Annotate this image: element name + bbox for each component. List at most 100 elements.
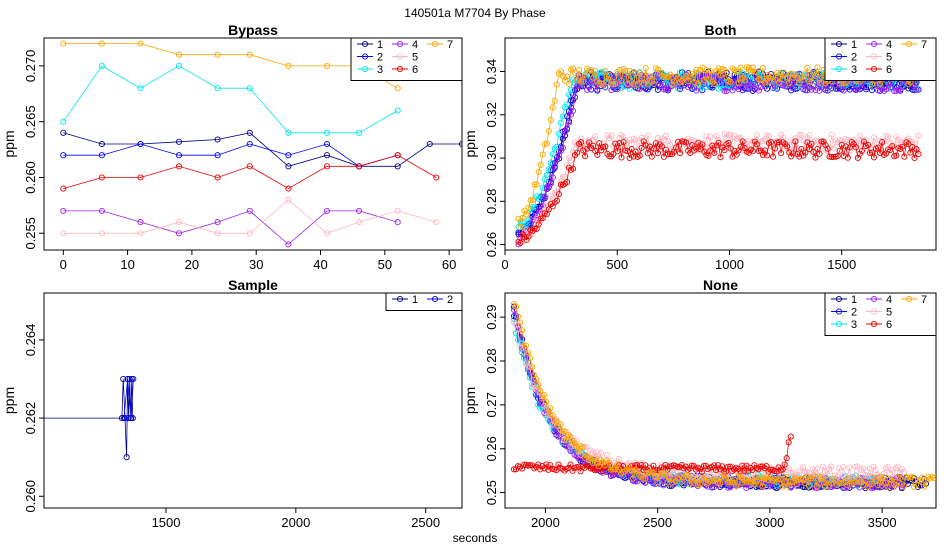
data-point [852, 87, 859, 94]
x-tick-label: 0 [60, 257, 67, 272]
data-point [510, 466, 518, 473]
data-point [98, 230, 105, 237]
data-point [735, 79, 742, 87]
data-point [515, 215, 522, 222]
data-point [759, 65, 766, 72]
data-point [727, 131, 734, 139]
data-point [559, 465, 566, 472]
y-axis-label: ppm [462, 387, 478, 414]
data-point [692, 476, 699, 483]
data-point [893, 133, 900, 140]
data-point [574, 149, 581, 156]
data-point [721, 147, 728, 154]
data-point [739, 74, 746, 82]
data-point [561, 437, 568, 444]
data-point [565, 164, 573, 171]
data-point [535, 221, 542, 228]
data-point [737, 64, 744, 71]
data-point [553, 81, 560, 88]
data-point [844, 154, 851, 161]
series-line [63, 154, 437, 190]
data-point [654, 66, 661, 73]
data-point [705, 152, 712, 159]
data-point [879, 85, 886, 92]
data-point [602, 84, 609, 91]
data-point [846, 144, 853, 151]
data-point [908, 473, 916, 480]
data-point [539, 399, 546, 406]
data-point [543, 185, 550, 192]
legend-label: 5 [886, 307, 892, 319]
data-point [571, 440, 578, 447]
series-line [63, 210, 398, 245]
data-point [285, 129, 292, 136]
legend-marker [396, 40, 404, 48]
data-point [246, 230, 253, 237]
data-point [714, 479, 722, 487]
data-point [804, 64, 811, 71]
data-point [753, 141, 760, 148]
data-point [545, 127, 552, 135]
legend-label: 2 [851, 52, 857, 64]
data-point [674, 475, 681, 482]
legend-label: 5 [412, 52, 418, 64]
data-point [514, 313, 522, 320]
data-point [529, 364, 536, 371]
data-point [753, 474, 760, 481]
data-point [543, 140, 550, 147]
plot-area [60, 40, 462, 248]
data-point [214, 230, 221, 237]
data-point [559, 113, 566, 120]
data-point [630, 81, 637, 88]
data-point [856, 478, 863, 485]
y-tick-label: 0.270 [23, 50, 38, 83]
data-point [565, 155, 573, 162]
data-point [521, 207, 528, 214]
data-point [214, 136, 221, 143]
data-point [741, 476, 748, 483]
data-point [677, 69, 684, 76]
data-point [531, 181, 538, 188]
data-point [885, 133, 892, 140]
y-tick-label: 0.260 [23, 480, 38, 513]
data-point [701, 80, 708, 87]
data-point [844, 482, 851, 489]
data-point [840, 87, 847, 94]
data-point [541, 391, 548, 398]
plot-area [44, 375, 137, 461]
data-point [576, 67, 583, 74]
x-tick-label: 10 [120, 257, 134, 272]
data-point [877, 80, 884, 87]
y-axis-label: ppm [1, 387, 17, 414]
data-point [800, 76, 807, 83]
data-point [620, 65, 627, 73]
data-point [794, 144, 801, 152]
data-point [876, 473, 883, 480]
data-point [516, 319, 524, 326]
data-point [830, 153, 837, 160]
data-point [569, 165, 577, 172]
data-point [137, 40, 144, 47]
series-4 [60, 207, 401, 248]
data-point [812, 154, 819, 161]
data-point [640, 83, 647, 90]
data-point [763, 473, 770, 480]
data-point [98, 174, 105, 181]
data-point [644, 150, 651, 157]
series-5 [510, 319, 907, 483]
data-point [673, 73, 680, 80]
data-point [563, 436, 570, 444]
data-point [703, 133, 710, 140]
data-point [175, 62, 183, 69]
data-point [717, 72, 724, 79]
y-tick-label: 0.26 [484, 232, 499, 257]
data-point [118, 415, 125, 422]
data-point [785, 439, 792, 446]
data-point [610, 81, 617, 88]
data-point [525, 217, 532, 224]
data-point [547, 180, 554, 187]
data-point [565, 108, 573, 115]
panel-none: None ppm 2000 2500 3000 3500 0.25 0.26 0.27 0.28 0… [462, 277, 937, 530]
data-point [915, 150, 922, 157]
data-point [804, 139, 811, 146]
